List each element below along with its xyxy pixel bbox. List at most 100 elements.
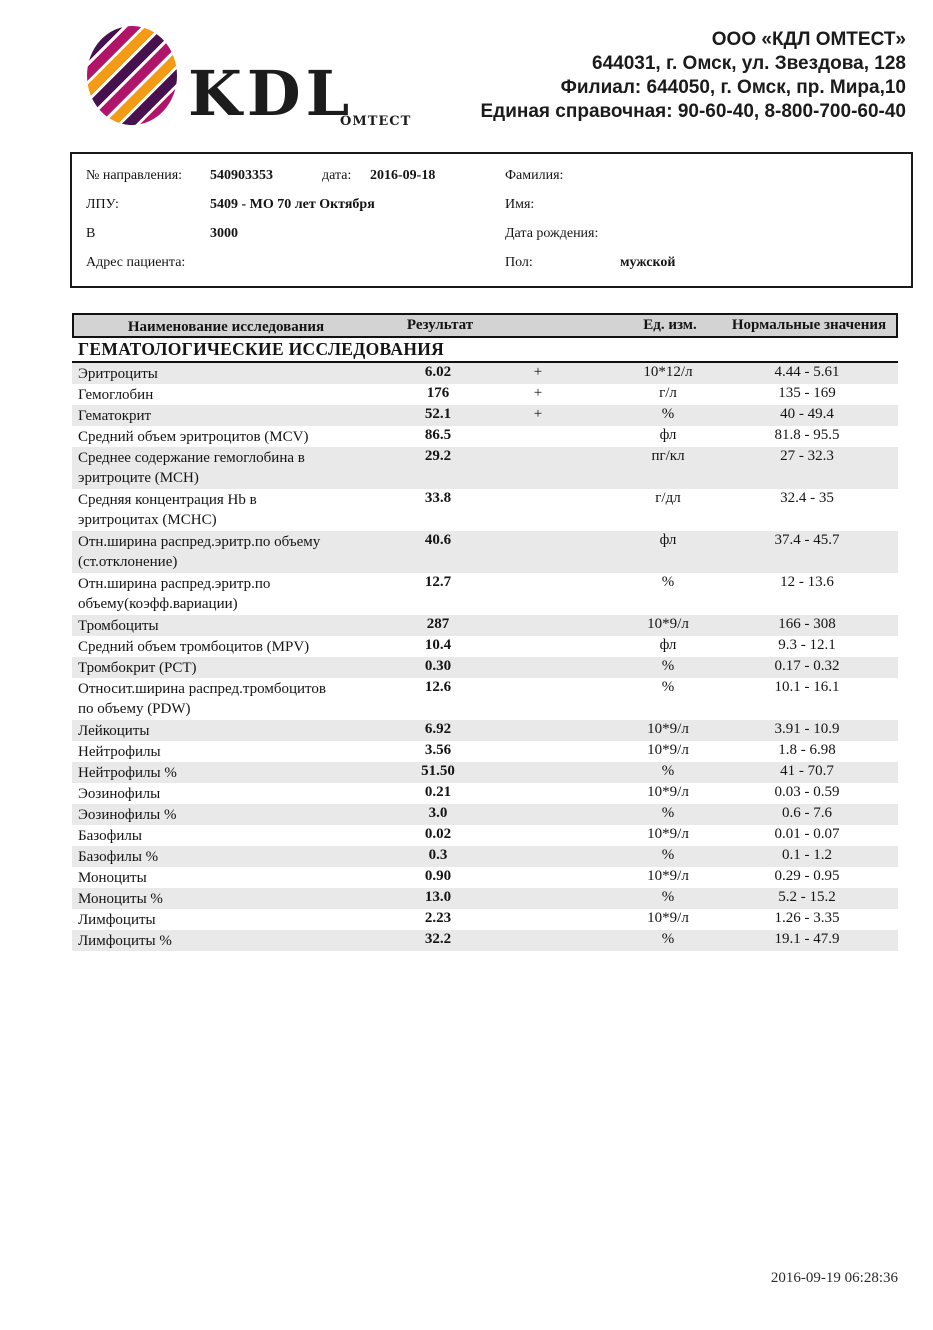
test-units: % (661, 763, 675, 779)
test-name: Нейтрофилы % (78, 765, 177, 781)
test-result: 176 (426, 385, 450, 401)
test-name: Тромбокрит (PCT) (78, 660, 197, 676)
table-row: Среднее содержание гемоглобина в эритроц… (72, 447, 898, 489)
results-table: Наименование исследования Результат Ед. … (72, 313, 898, 951)
reference-range: 0.17 - 0.32 (774, 658, 840, 674)
sex-value: мужской (620, 255, 676, 270)
test-name: Эозинофилы % (78, 807, 177, 823)
reference-range: 4.44 - 5.61 (774, 364, 840, 380)
header-normal-range: Нормальные значения (731, 317, 887, 333)
test-result: 29.2 (424, 448, 452, 464)
test-units: фл (659, 427, 677, 443)
test-result: 12.7 (424, 574, 452, 590)
reference-range: 81.8 - 95.5 (774, 427, 840, 443)
abnormal-flag: + (533, 364, 543, 380)
reference-range: 41 - 70.7 (780, 763, 834, 779)
test-result: 0.02 (424, 826, 452, 842)
reference-range: 3.91 - 10.9 (774, 721, 840, 737)
test-result: 3.56 (424, 742, 452, 758)
company-info-block: ООО «КДЛ ОМТЕСТ» 644031, г. Омск, ул. Зв… (346, 28, 906, 124)
test-units: пг/кл (651, 448, 685, 464)
test-name: Моноциты % (78, 891, 163, 907)
test-units: 10*12/л (643, 364, 693, 380)
section-hematology: ГЕМАТОЛОГИЧЕСКИЕ ИССЛЕДОВАНИЯ (72, 338, 898, 363)
table-row: Тромбокрит (PCT) 0.30% 0.17 - 0.32 (72, 657, 898, 678)
abnormal-flag: + (533, 406, 543, 422)
test-name: Отн.ширина распред.эритр.по объему (ст.о… (78, 534, 321, 570)
report-generated-timestamp: 2016-09-19 06:28:36 (770, 1270, 898, 1286)
test-name: Средний объем эритроцитов (MCV) (78, 429, 309, 445)
test-name: Средний объем тромбоцитов (MPV) (78, 639, 310, 655)
table-row: Лимфоциты % 32.2% 19.1 - 47.9 (72, 930, 898, 951)
header-result: Результат (406, 317, 474, 333)
referral-date-label: дата: (322, 168, 352, 183)
table-row: Моноциты % 13.0% 5.2 - 15.2 (72, 888, 898, 909)
table-row: Лимфоциты 2.23 10*9/л 1.26 - 3.35 (72, 909, 898, 930)
test-name: Среднее содержание гемоглобина в эритроц… (78, 450, 305, 486)
patient-row-lpu: ЛПУ: 5409 - МО 70 лет Октября Имя: (72, 193, 911, 222)
test-result: 0.21 (424, 784, 452, 800)
referral-number-label: № направления: (86, 168, 183, 183)
table-row: Базофилы 0.02 10*9/л 0.01 - 0.07 (72, 825, 898, 846)
test-units: 10*9/л (647, 868, 689, 884)
test-units: % (661, 889, 675, 905)
test-name: Отн.ширина распред.эритр.по объему(коэфф… (78, 576, 271, 612)
test-units: % (661, 847, 675, 863)
reference-range: 9.3 - 12.1 (778, 637, 836, 653)
table-row: Гематокрит 52.1 +% 40 - 49.4 (72, 405, 898, 426)
test-result: 32.2 (424, 931, 452, 947)
reference-range: 32.4 - 35 (780, 490, 834, 506)
reference-range: 1.8 - 6.98 (778, 742, 836, 758)
test-units: 10*9/л (647, 826, 689, 842)
company-address: 644031, г. Омск, ул. Звездова, 128 (592, 53, 906, 74)
company-phone: Единая справочная: 90-60-40, 8-800-700-6… (480, 101, 906, 122)
company-branch-address: Филиал: 644050, г. Омск, пр. Мира,10 (560, 77, 906, 98)
sex-label: Пол: (505, 255, 533, 270)
reference-range: 135 - 169 (778, 385, 836, 401)
test-result: 3.0 (428, 805, 448, 821)
test-name: Гемоглобин (78, 387, 154, 403)
reference-range: 10.1 - 16.1 (774, 679, 840, 695)
test-units: % (661, 406, 675, 422)
test-result: 13.0 (424, 889, 452, 905)
test-result: 0.3 (428, 847, 448, 863)
patient-row-address: Адрес пациента: Пол: мужской (72, 251, 911, 280)
lpu-label: ЛПУ: (86, 197, 119, 212)
test-units: % (661, 658, 675, 674)
reference-range: 37.4 - 45.7 (774, 532, 840, 548)
test-result: 0.90 (424, 868, 452, 884)
test-units: 10*9/л (647, 742, 689, 758)
table-row: Моноциты 0.90 10*9/л 0.29 - 0.95 (72, 867, 898, 888)
table-row: Эритроциты 6.02 +10*12/л 4.44 - 5.61 (72, 363, 898, 384)
abnormal-flag: + (533, 385, 543, 401)
reference-range: 40 - 49.4 (780, 406, 834, 422)
test-name: Эритроциты (78, 366, 158, 382)
reference-range: 19.1 - 47.9 (774, 931, 840, 947)
table-row: Базофилы % 0.3% 0.1 - 1.2 (72, 846, 898, 867)
results-table-header: Наименование исследования Результат Ед. … (72, 313, 898, 338)
reference-range: 1.26 - 3.35 (774, 910, 840, 926)
reference-range: 0.03 - 0.59 (774, 784, 840, 800)
patient-info-box: № направления: 540903353 дата: 2016-09-1… (70, 152, 913, 288)
kdl-logo-sphere-icon (87, 26, 177, 125)
section-title: ГЕМАТОЛОГИЧЕСКИЕ ИССЛЕДОВАНИЯ (78, 339, 445, 359)
reference-range: 0.1 - 1.2 (782, 847, 832, 863)
table-row: Средний объем эритроцитов (MCV) 86.5 фл 81.… (72, 426, 898, 447)
table-row: Тромбоциты 287 10*9/л 166 - 308 (72, 615, 898, 636)
firstname-label: Имя: (505, 197, 535, 212)
company-name: ООО «КДЛ ОМТЕСТ» (711, 29, 906, 50)
test-name: Базофилы % (78, 849, 159, 865)
patient-row-b: В 3000 Дата рождения: (72, 222, 911, 251)
table-row: Нейтрофилы 3.56 10*9/л 1.8 - 6.98 (72, 741, 898, 762)
test-name: Лимфоциты (78, 912, 156, 928)
table-row: Нейтрофилы % 51.50% 41 - 70.7 (72, 762, 898, 783)
test-units: г/дл (655, 490, 681, 506)
test-result: 86.5 (424, 427, 452, 443)
table-row: Относит.ширина распред.тромбоцитов по об… (72, 678, 898, 720)
reference-range: 27 - 32.3 (780, 448, 834, 464)
table-row: Эозинофилы 0.21 10*9/л 0.03 - 0.59 (72, 783, 898, 804)
results-table-body: Эритроциты 6.02 +10*12/л 4.44 - 5.61 Гемогло… (72, 363, 898, 951)
test-result: 10.4 (424, 637, 452, 653)
test-result: 0.30 (424, 658, 452, 674)
